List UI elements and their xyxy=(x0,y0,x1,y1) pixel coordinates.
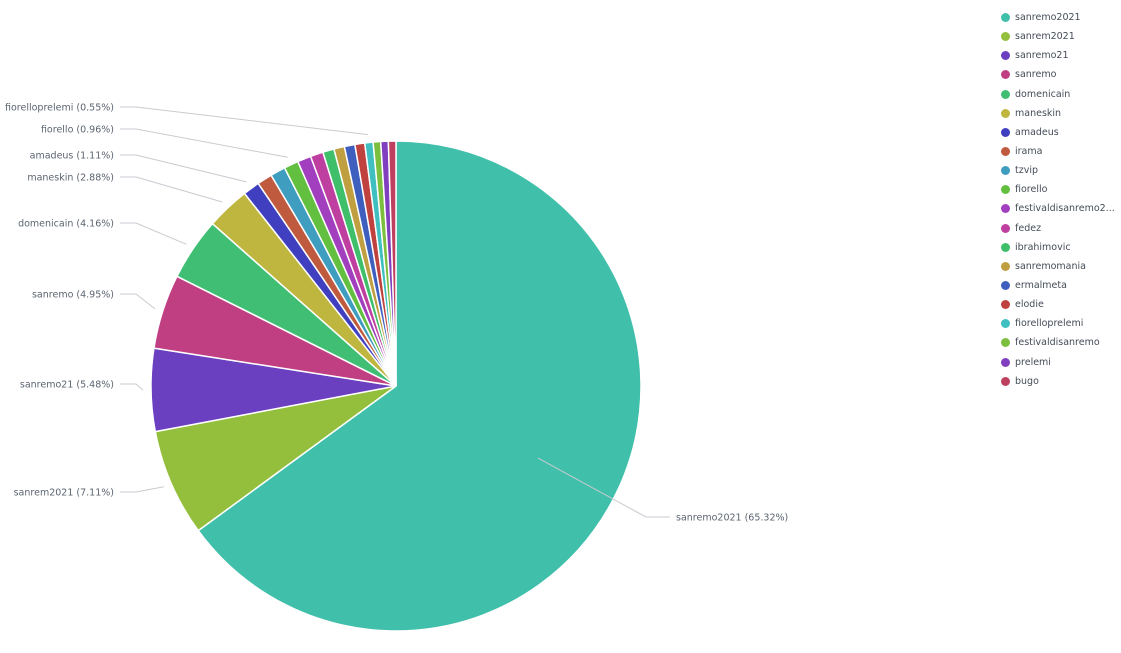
legend-item-fiorelloprelemi[interactable]: fiorelloprelemi xyxy=(1001,314,1119,333)
callout-line-amadeus xyxy=(120,154,247,183)
callout-label-fiorello: fiorello (0.96%) xyxy=(41,125,114,136)
legend-label: amadeus xyxy=(1015,126,1059,138)
legend-item-irama[interactable]: irama xyxy=(1001,142,1119,161)
callout-line-maneskin xyxy=(120,176,223,203)
legend-swatch xyxy=(1001,185,1010,195)
legend-swatch xyxy=(1001,357,1010,367)
legend-item-sanrem2021[interactable]: sanrem2021 xyxy=(1001,27,1119,46)
legend-label: ibrahimovic xyxy=(1015,241,1071,253)
legend-item-fiorello[interactable]: fiorello xyxy=(1001,180,1119,199)
callout-line-sanrem2021 xyxy=(120,486,164,493)
legend-item-maneskin[interactable]: maneskin xyxy=(1001,104,1119,123)
legend-label: sanrem2021 xyxy=(1015,31,1075,43)
legend-label: fiorelloprelemi xyxy=(1015,318,1084,330)
legend-item-elodie[interactable]: elodie xyxy=(1001,295,1119,314)
legend-swatch xyxy=(1001,338,1010,348)
legend-item-fedez[interactable]: fedez xyxy=(1001,219,1119,238)
pie-slice-sanremo2021[interactable] xyxy=(197,140,642,632)
legend-swatch xyxy=(1001,127,1010,137)
callout-label-domenicain: domenicain (4.16%) xyxy=(18,219,114,230)
pie-slices xyxy=(150,140,642,632)
legend-swatch xyxy=(1001,261,1010,271)
legend-label: bugo xyxy=(1015,375,1039,387)
pie-callouts: sanremo2021 (65.32%) sanrem2021 (7.11%) sa… xyxy=(5,103,788,524)
callout-label-maneskin: maneskin (2.88%) xyxy=(27,173,114,184)
legend-item-bugo[interactable]: bugo xyxy=(1001,372,1119,391)
legend-swatch xyxy=(1001,223,1010,233)
callout-line-fiorelloprelemi xyxy=(120,106,369,136)
callout-label-sanremo21: sanremo21 (5.48%) xyxy=(20,380,114,391)
legend-item-sanremo[interactable]: sanremo xyxy=(1001,65,1119,84)
legend-label: sanremo21 xyxy=(1015,50,1069,62)
legend-label: festivaldisanremo xyxy=(1015,337,1100,349)
legend-item-prelemi[interactable]: prelemi xyxy=(1001,353,1119,372)
legend-swatch xyxy=(1001,89,1010,99)
legend-item-amadeus[interactable]: amadeus xyxy=(1001,123,1119,142)
legend-label: tzvip xyxy=(1015,165,1039,177)
legend-swatch xyxy=(1001,147,1010,157)
legend-label: fiorello xyxy=(1015,184,1048,196)
legend-swatch xyxy=(1001,70,1010,80)
legend-label: sanremomania xyxy=(1015,260,1086,272)
callout-line-sanremo2021 xyxy=(537,457,670,518)
legend-item-ermalmeta[interactable]: ermalmeta xyxy=(1001,276,1119,295)
legend: sanremo2021 sanrem2021 sanremo21 sanremo dom… xyxy=(1001,8,1119,391)
legend-item-sanremo2021[interactable]: sanremo2021 xyxy=(1001,8,1119,27)
legend-item-tzvip[interactable]: tzvip xyxy=(1001,161,1119,180)
legend-swatch xyxy=(1001,13,1010,23)
legend-item-sanremo21[interactable]: sanremo21 xyxy=(1001,46,1119,65)
legend-item-domenicain[interactable]: domenicain xyxy=(1001,85,1119,104)
legend-item-ibrahimovic[interactable]: ibrahimovic xyxy=(1001,238,1119,257)
legend-swatch xyxy=(1001,242,1010,252)
legend-swatch xyxy=(1001,281,1010,291)
callout-line-sanremo xyxy=(120,293,156,310)
legend-swatch xyxy=(1001,51,1010,61)
legend-swatch xyxy=(1001,108,1010,118)
callout-line-sanremo21 xyxy=(120,383,144,391)
legend-label: maneskin xyxy=(1015,107,1062,119)
legend-label: prelemi xyxy=(1015,356,1051,368)
callout-label-sanremo: sanremo (4.95%) xyxy=(32,290,114,301)
legend-swatch xyxy=(1001,32,1010,42)
callout-line-fiorello xyxy=(120,128,288,158)
legend-item-sanremomania[interactable]: sanremomania xyxy=(1001,257,1119,276)
callout-label-sanremo2021: sanremo2021 (65.32%) xyxy=(676,513,788,524)
legend-label: irama xyxy=(1015,146,1043,158)
legend-swatch xyxy=(1001,376,1010,386)
callout-line-domenicain xyxy=(120,222,187,245)
legend-swatch xyxy=(1001,319,1010,329)
legend-item-festivaldisanremo[interactable]: festivaldisanremo xyxy=(1001,333,1119,352)
legend-item-festivaldisanremo2[interactable]: festivaldisanremo2... xyxy=(1001,199,1119,218)
pie-slice-bugo[interactable] xyxy=(387,140,397,387)
callout-label-fiorelloprelemi: fiorelloprelemi (0.55%) xyxy=(5,103,114,114)
legend-label: sanremo2021 xyxy=(1015,12,1081,24)
legend-label: ermalmeta xyxy=(1015,280,1067,292)
legend-label: sanremo xyxy=(1015,69,1057,81)
legend-label: fedez xyxy=(1015,222,1042,234)
callout-label-sanrem2021: sanrem2021 (7.11%) xyxy=(14,488,114,499)
pie-slice-sanrem2021[interactable] xyxy=(154,385,397,532)
callout-label-amadeus: amadeus (1.11%) xyxy=(30,151,114,162)
legend-swatch xyxy=(1001,300,1010,310)
legend-swatch xyxy=(1001,204,1010,214)
legend-label: elodie xyxy=(1015,299,1044,311)
legend-swatch xyxy=(1001,166,1010,176)
legend-label: domenicain xyxy=(1015,88,1071,100)
legend-label: festivaldisanremo2... xyxy=(1015,203,1115,215)
